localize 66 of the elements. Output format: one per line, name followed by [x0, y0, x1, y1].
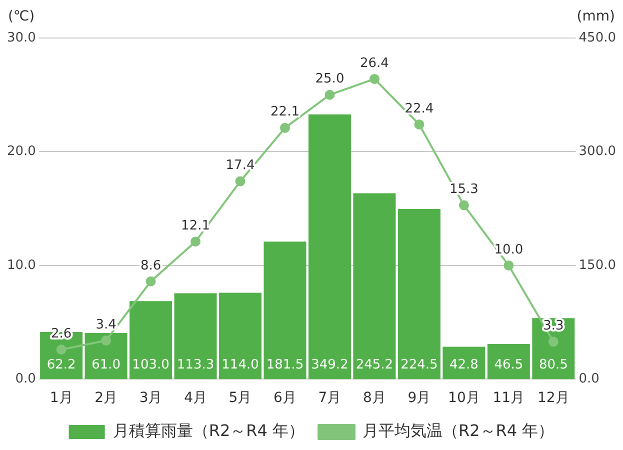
data-label: 62.2: [46, 358, 76, 373]
point: [369, 74, 380, 84]
point: [504, 260, 514, 270]
bar: [130, 301, 172, 380]
data-label: 3.4: [96, 317, 116, 332]
y-tick-label: 0.0: [15, 372, 36, 387]
bar: [398, 208, 440, 380]
bar: [308, 114, 351, 380]
data-label: 80.5: [538, 358, 568, 373]
y-tick-label: 30.0: [6, 30, 36, 46]
x-tick-label: 8月: [363, 390, 386, 406]
point: [235, 176, 246, 186]
point: [190, 236, 201, 247]
data-label: 181.5: [266, 358, 304, 373]
data-label: 17.4: [226, 158, 255, 174]
y-tick-label: 10.0: [6, 258, 36, 273]
point: [458, 200, 469, 210]
x-tick-label: 1月: [50, 390, 73, 406]
x-tick-label: 5月: [228, 390, 252, 406]
x-tick-label: 9月: [408, 390, 431, 406]
x-tick-label: 2月: [94, 390, 118, 406]
y2-tick-label: 150.0: [578, 258, 616, 273]
data-label: 3.3: [543, 318, 564, 334]
x-tick-label: 6月: [274, 390, 296, 406]
data-label: 349.2: [311, 358, 348, 373]
x-tick-label: 7月: [318, 390, 342, 406]
y2-tick-label: 300.0: [578, 144, 616, 160]
point: [324, 90, 335, 100]
legend-label: 月平均気温（R2～R4 年）: [362, 421, 554, 440]
point: [56, 344, 66, 355]
point: [414, 119, 424, 130]
y2-axis-title: (mm): [576, 8, 615, 25]
data-label: 224.5: [400, 358, 438, 373]
y2-tick-label: 0.0: [578, 372, 600, 387]
bar: [353, 193, 396, 380]
x-tick-label: 10月: [448, 390, 480, 406]
data-label: 22.4: [404, 101, 434, 116]
legend-label: 月積算雨量（R2～R4 年）: [112, 421, 305, 440]
data-label: 113.3: [176, 358, 214, 373]
data-label: 26.4: [360, 56, 389, 71]
bar: [264, 242, 306, 380]
data-label: 46.5: [494, 358, 524, 373]
data-label: 245.2: [356, 358, 394, 373]
data-label: 61.0: [92, 358, 121, 373]
data-label: 25.0: [315, 72, 344, 87]
data-label: 103.0: [132, 358, 170, 373]
x-tick-label: 4月: [184, 390, 207, 406]
point: [101, 336, 112, 346]
bar: [442, 346, 486, 380]
data-label: 8.6: [140, 258, 162, 274]
y2-tick-label: 450.0: [578, 30, 616, 46]
y-axis-title: (℃): [8, 8, 35, 25]
x-tick-label: 11月: [492, 390, 525, 406]
point: [548, 336, 558, 347]
bar: [487, 344, 530, 380]
bar: [174, 293, 217, 380]
data-label: 22.1: [270, 104, 300, 120]
data-label: 42.8: [449, 358, 478, 373]
bar: [84, 332, 128, 380]
x-tick-label: 3月: [139, 390, 162, 406]
point: [146, 276, 156, 286]
x-tick-label: 12月: [538, 390, 570, 406]
y-tick-label: 20.0: [6, 144, 36, 160]
data-label: 114.0: [222, 358, 259, 373]
point: [280, 122, 290, 133]
bar: [219, 292, 262, 380]
